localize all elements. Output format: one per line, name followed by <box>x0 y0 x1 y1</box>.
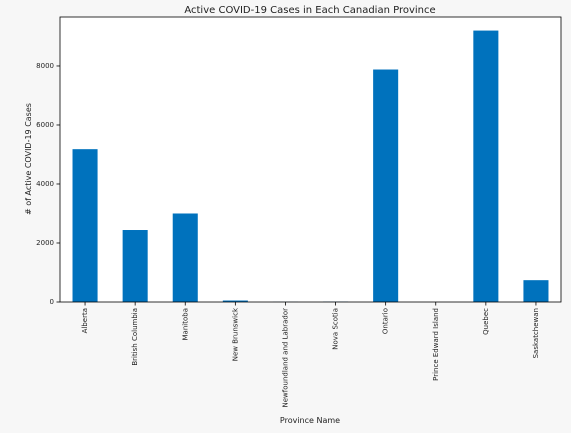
bar-ontario <box>373 70 398 302</box>
y-tick-label: 8000 <box>36 62 54 70</box>
x-axis-label: Province Name <box>280 416 340 425</box>
bar-british-columbia <box>123 230 148 302</box>
y-tick-label: 4000 <box>36 180 54 188</box>
x-tick-label: Manitoba <box>181 308 189 340</box>
x-tick-label: Prince Edward Island <box>432 308 440 381</box>
x-tick-label: Alberta <box>81 308 89 333</box>
x-tick-label: New Brunswick <box>231 307 239 361</box>
y-tick-label: 2000 <box>36 239 54 247</box>
x-tick-label: Quebec <box>482 308 490 335</box>
bar-quebec <box>473 31 498 302</box>
y-tick-label: 6000 <box>36 121 54 129</box>
bar-saskatchewan <box>523 280 548 302</box>
x-tick-label: Nova Scotia <box>332 308 340 350</box>
x-tick-label: British Columbia <box>131 308 139 366</box>
bar-manitoba <box>173 213 198 302</box>
bar-alberta <box>73 149 98 302</box>
x-tick-label: Newfoundland and Labrador <box>281 308 289 408</box>
x-tick-label: Ontario <box>382 308 390 334</box>
x-tick-label: Saskatchewan <box>532 308 540 358</box>
y-tick-label: 0 <box>50 298 54 306</box>
chart-title: Active COVID-19 Cases in Each Canadian P… <box>184 5 435 16</box>
y-axis-label: # of Active COVID-19 Cases <box>24 103 33 215</box>
